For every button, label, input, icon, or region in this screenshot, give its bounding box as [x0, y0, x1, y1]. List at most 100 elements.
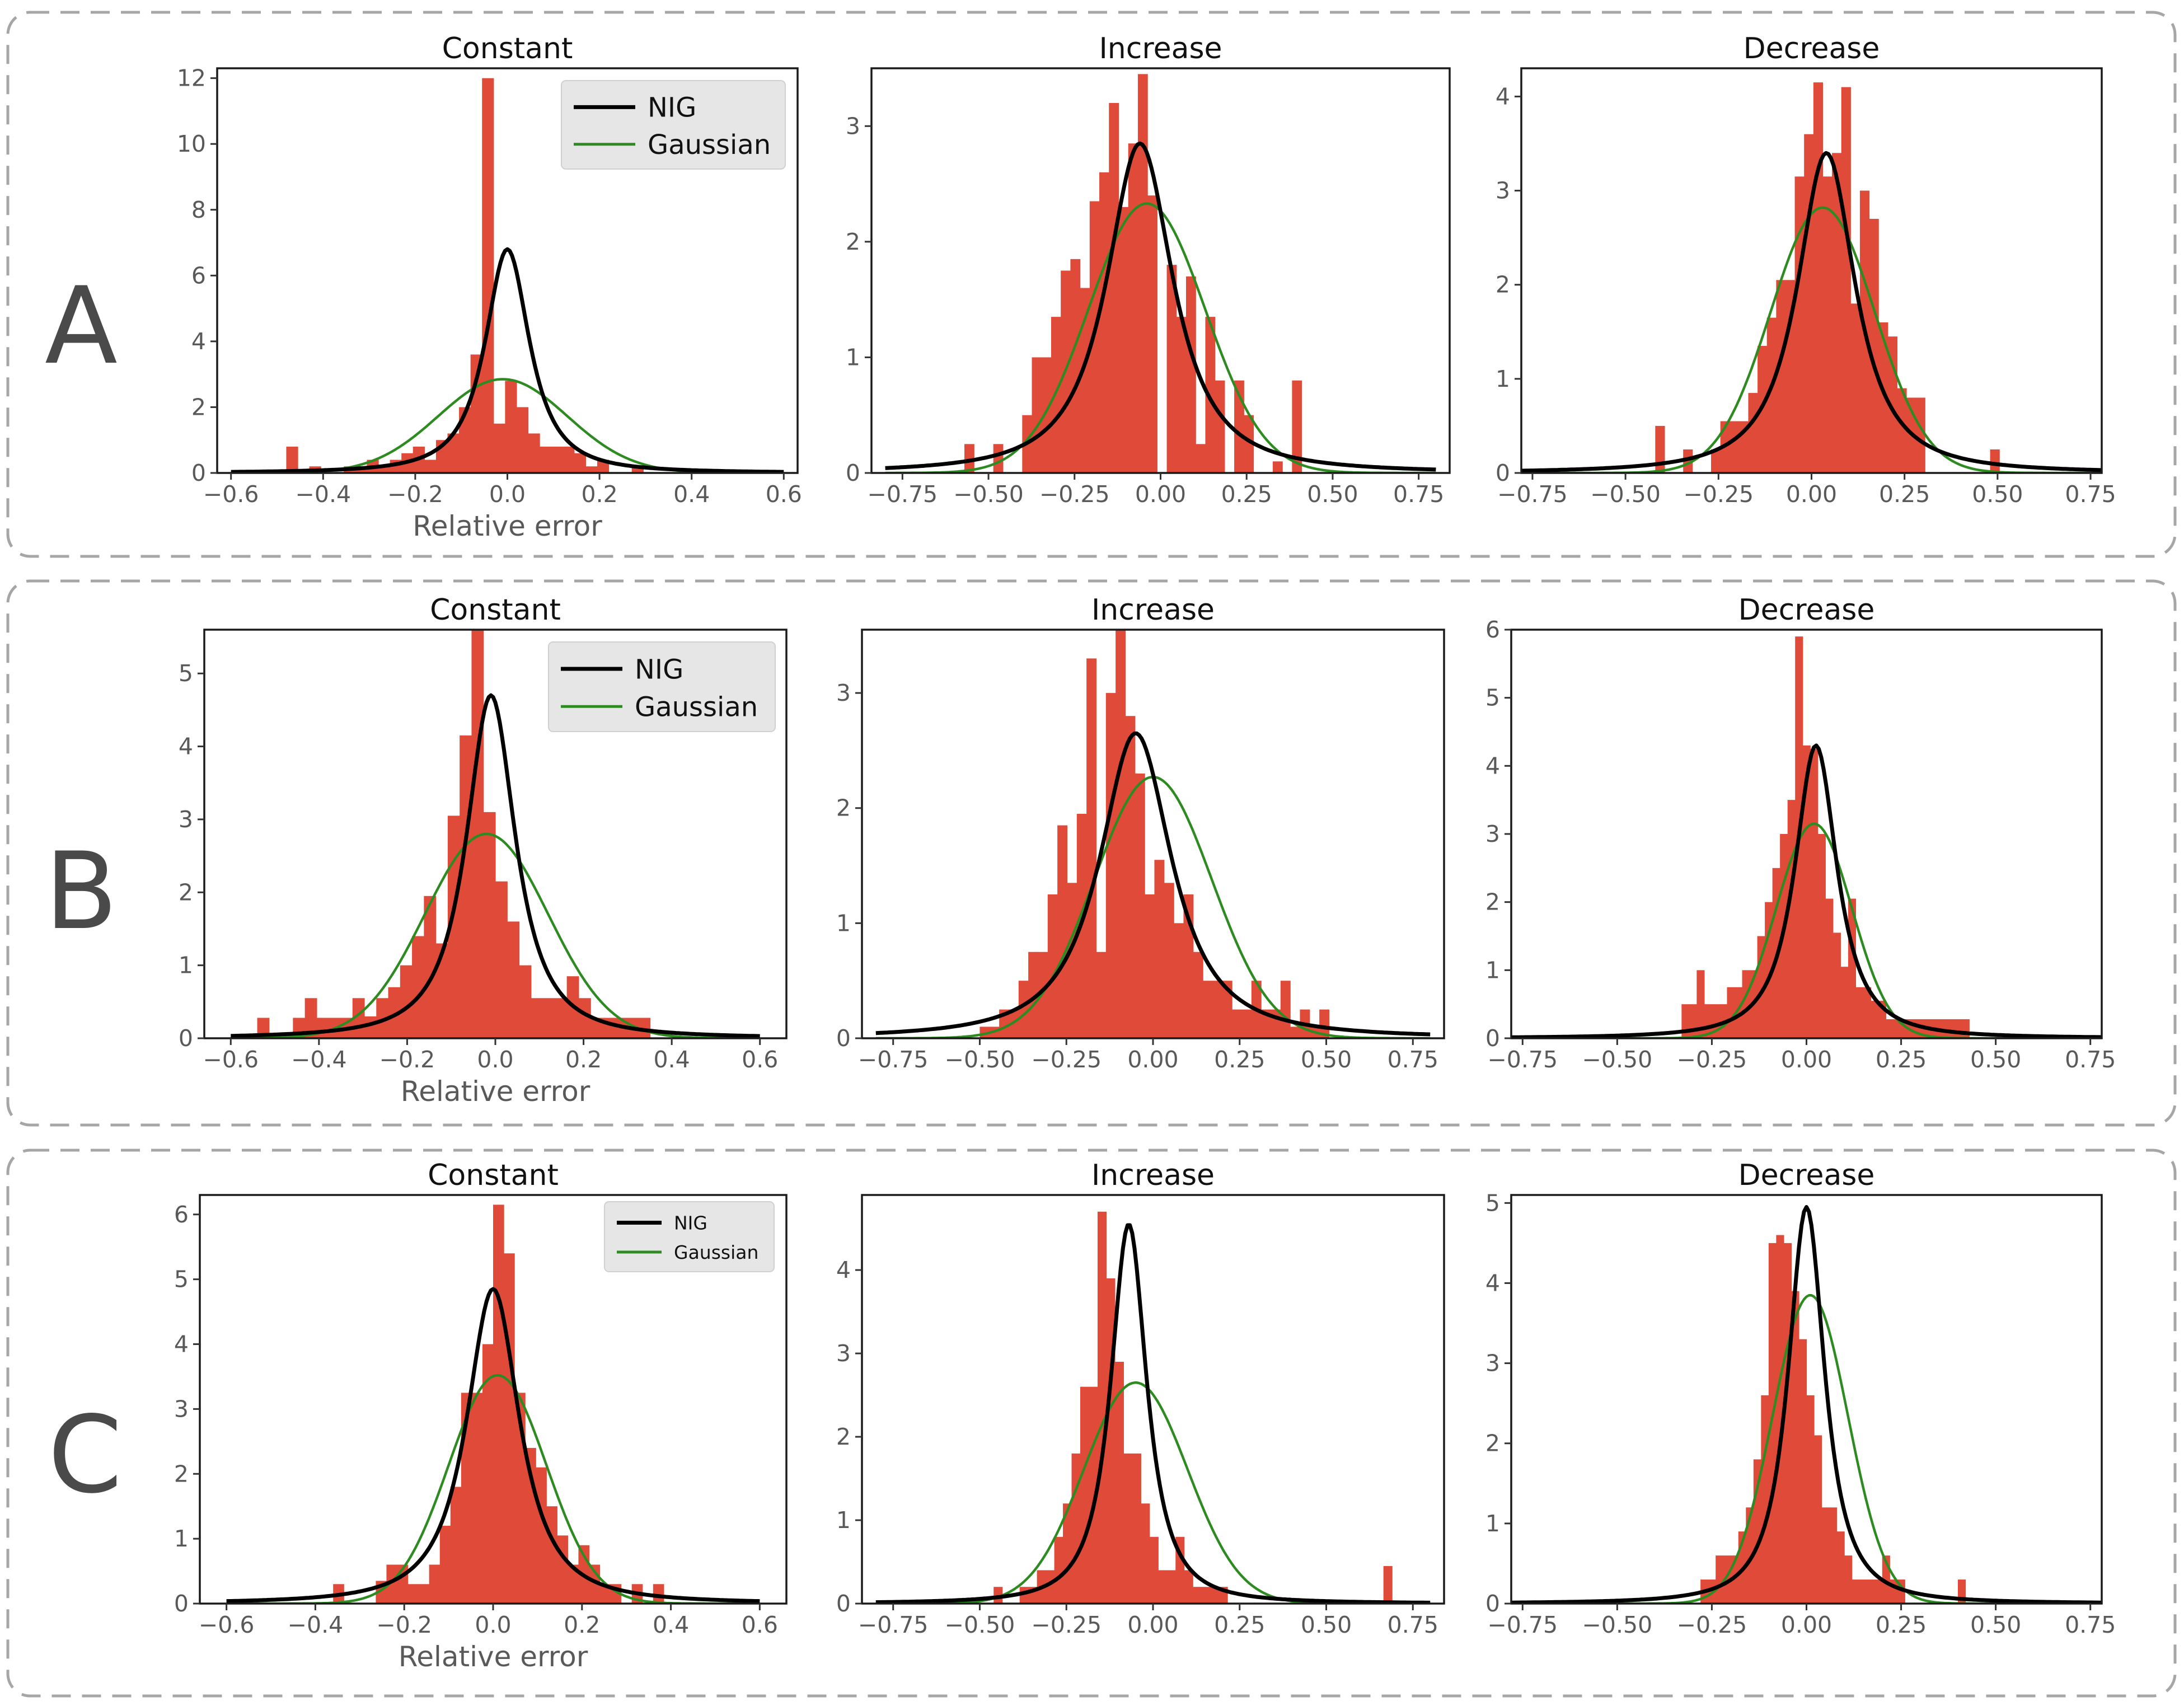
histogram-bar: [1867, 1580, 1875, 1604]
row-b-decrease-title: Decrease: [1738, 593, 1875, 627]
x-tick-label: 0.75: [1388, 1611, 1438, 1638]
histogram-bar: [1869, 219, 1879, 473]
histogram-bar: [1716, 1555, 1724, 1604]
row-b-decrease-nig-curve: [1511, 743, 2102, 1038]
x-tick-label: −0.4: [288, 1611, 344, 1638]
histogram-bar: [1080, 288, 1090, 473]
x-tick-label: 0.2: [581, 481, 617, 508]
row-label-a: A: [45, 264, 118, 388]
histogram-bar: [1046, 1570, 1055, 1604]
row-b-decrease-histogram: [1681, 636, 1970, 1038]
histogram-bar: [590, 1018, 603, 1038]
y-tick-label: 4: [174, 1331, 189, 1358]
histogram-bar: [1829, 1507, 1838, 1604]
histogram-bar: [1105, 693, 1116, 1038]
x-tick-label: 0.50: [1307, 481, 1358, 508]
x-tick-label: −0.25: [1039, 481, 1110, 508]
histogram-bar: [519, 965, 532, 1038]
x-tick-label: −0.4: [291, 1046, 347, 1073]
y-tick-label: 4: [1496, 83, 1510, 110]
histogram-bar: [1241, 1009, 1252, 1038]
histogram-bar: [1840, 967, 1849, 1038]
y-tick-label: 0: [179, 1025, 193, 1052]
histogram-bar: [1280, 981, 1291, 1038]
histogram-bar: [1915, 397, 1925, 473]
x-tick-label: 0.25: [1876, 1046, 1927, 1073]
histogram-bar: [493, 1204, 504, 1604]
x-tick-label: 0.6: [742, 1046, 778, 1073]
legend-gaussian-label: Gaussian: [635, 691, 758, 723]
y-tick-label: 12: [177, 65, 206, 92]
row-a-constant-panel: −0.6 −0.4 −0.2 0.0 0.2 0.4 0.6 0 2 4 6 8 10 12 Constan…: [177, 32, 802, 542]
histogram-bar: [412, 936, 424, 1038]
histogram-bar: [1886, 1019, 1894, 1038]
histogram-bar: [1063, 1503, 1072, 1604]
histogram-bar: [1047, 894, 1058, 1038]
x-tick-label: 0.00: [1135, 481, 1186, 508]
y-tick-label: 3: [1485, 821, 1500, 847]
histogram-bar: [1696, 970, 1705, 1038]
histogram-bar: [316, 1018, 329, 1038]
histogram-bar: [471, 1393, 483, 1604]
histogram-bar: [507, 921, 520, 1038]
row-c-constant-panel: −0.6 −0.4 −0.2 0.0 0.2 0.4 0.6 0 1 2 3 4 5 6 Constant R…: [174, 1159, 788, 1673]
histogram-bar: [543, 998, 555, 1038]
histogram-bar: [1244, 415, 1254, 473]
histogram-bar: [1810, 748, 1819, 1038]
histogram-bar: [1097, 1211, 1107, 1604]
y-tick-label: 0: [1485, 1590, 1500, 1617]
histogram-bar: [1655, 425, 1665, 473]
histogram-bar: [1836, 1531, 1845, 1604]
y-tick-label: 2: [836, 1423, 851, 1450]
histogram-bar: [1028, 952, 1039, 1038]
histogram-bar: [568, 1564, 579, 1604]
row-c-increase-histogram: [993, 1211, 1393, 1604]
histogram-bar: [1761, 1395, 1769, 1604]
y-tick-label: 2: [1485, 1430, 1500, 1457]
x-tick-label: 0.0: [489, 481, 526, 508]
histogram-bar: [482, 78, 494, 473]
y-tick-label: 1: [174, 1525, 189, 1552]
histogram-bar: [1290, 1027, 1301, 1038]
row-c-constant-legend: NIG Gaussian: [604, 1201, 775, 1272]
histogram-bar: [1776, 1235, 1784, 1604]
histogram-bar: [482, 1344, 494, 1604]
histogram-bar: [1817, 834, 1826, 1038]
x-tick-label: 0.4: [653, 1611, 689, 1638]
histogram-bar: [1776, 280, 1786, 473]
x-tick-label: 0.6: [766, 481, 802, 508]
y-tick-label: 3: [1496, 177, 1510, 204]
histogram-bar: [1164, 883, 1174, 1038]
histogram-bar: [1099, 172, 1109, 473]
x-tick-label: 0.4: [673, 481, 710, 508]
histogram-bar: [1096, 952, 1107, 1038]
histogram-bar: [1894, 1019, 1902, 1038]
y-tick-label: 0: [846, 460, 860, 486]
row-c-decrease-histogram: [1700, 1235, 1966, 1604]
histogram-bar: [1166, 1570, 1176, 1604]
row-c-constant-histogram: [333, 1204, 664, 1604]
y-tick-label: 0: [836, 1025, 851, 1052]
y-tick-label: 6: [174, 1201, 189, 1228]
histogram-bar: [424, 896, 437, 1038]
histogram-bar: [1137, 74, 1148, 473]
histogram-bar: [1174, 923, 1184, 1038]
histogram-bar: [1814, 1435, 1822, 1604]
histogram-bar: [1176, 317, 1187, 473]
y-tick-label: 3: [179, 806, 193, 833]
x-tick-label: 0.50: [1301, 1046, 1352, 1073]
x-tick-label: −0.75: [858, 1611, 929, 1638]
histogram-bar: [1768, 1243, 1777, 1604]
histogram-bar: [1730, 421, 1740, 473]
histogram-bar: [546, 1506, 557, 1604]
row-c-constant-xlabel: Relative error: [399, 1641, 588, 1673]
histogram-bar: [400, 965, 413, 1038]
y-tick-label: 0: [1485, 1025, 1500, 1052]
histogram-bar: [1193, 952, 1203, 1038]
x-tick-label: 0.75: [2065, 481, 2116, 508]
row-b-constant-panel: −0.6 −0.4 −0.2 0.0 0.2 0.4 0.6 0 1 2 3 4 5 Constant Re…: [179, 593, 788, 1108]
histogram-bar: [516, 407, 529, 473]
histogram-bar: [376, 998, 389, 1038]
x-tick-label: 0.4: [654, 1046, 690, 1073]
histogram-bar: [1946, 1019, 1955, 1038]
